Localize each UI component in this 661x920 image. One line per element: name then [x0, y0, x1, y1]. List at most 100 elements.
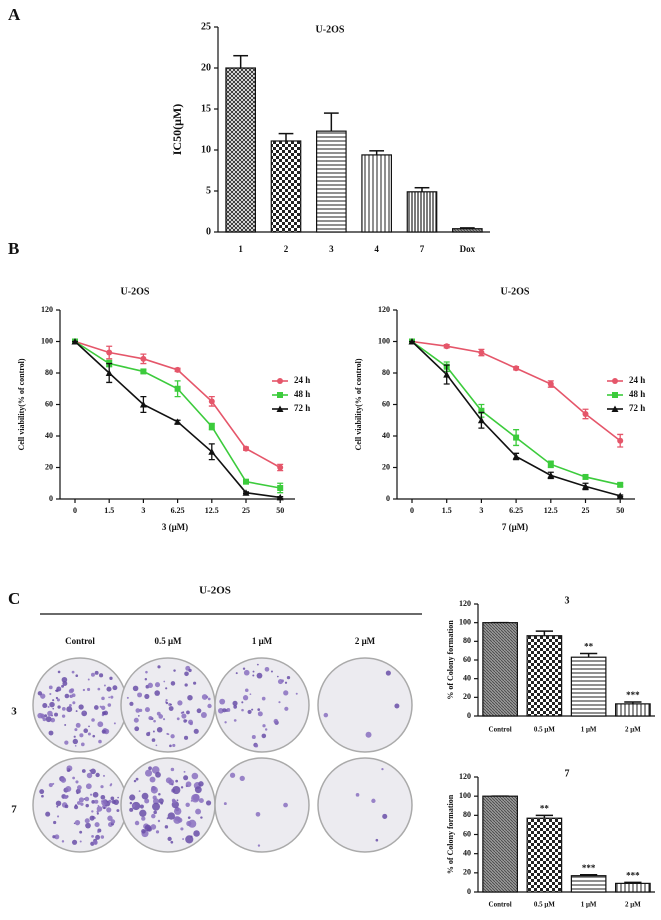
colony: [129, 801, 133, 805]
colony: [96, 812, 99, 815]
x-tick-label: 12.5: [205, 506, 219, 515]
x-tick-label: 1 μM: [581, 901, 597, 909]
colony: [96, 806, 103, 812]
colony: [107, 815, 113, 821]
colony: [394, 703, 400, 709]
chart-title: U-2OS: [121, 286, 150, 297]
point: [547, 471, 555, 479]
colony: [176, 717, 180, 721]
colony: [264, 666, 270, 672]
colony: [167, 812, 176, 820]
colony: [150, 786, 158, 794]
colony: [153, 810, 157, 815]
y-tick-label: 10: [201, 144, 211, 155]
point: [408, 338, 416, 345]
colony: [170, 782, 173, 785]
point: [277, 464, 284, 471]
y-tick-label: 15: [201, 103, 211, 114]
colony: [74, 745, 77, 747]
x-tick-label: 50: [276, 506, 284, 515]
colony: [90, 768, 96, 775]
colony: [81, 769, 86, 773]
colony: [90, 793, 93, 796]
colony: [183, 735, 189, 740]
colony: [148, 715, 153, 721]
colony: [91, 835, 94, 838]
colony: [163, 680, 166, 683]
colony: [144, 693, 150, 699]
colony: [116, 809, 120, 813]
colony: [170, 681, 176, 686]
bar: [615, 703, 651, 717]
colony: [251, 735, 256, 740]
colony: [50, 717, 56, 723]
colony: [170, 840, 174, 844]
colony: [72, 701, 76, 705]
colony: [84, 796, 90, 802]
bar: [570, 875, 607, 893]
colony: [131, 803, 136, 808]
x-tick-label: Control: [489, 901, 512, 909]
colony: [155, 771, 161, 778]
colony: [151, 738, 156, 742]
colony: [278, 701, 281, 704]
colony: [129, 807, 134, 812]
x-tick-label: 0.5 μM: [534, 726, 555, 734]
colony: [193, 728, 199, 734]
colony: [185, 781, 192, 788]
colony: [196, 708, 202, 714]
colony: [79, 840, 82, 843]
colony: [184, 671, 189, 677]
colony: [155, 744, 158, 747]
point: [612, 392, 618, 398]
colony: [75, 780, 79, 784]
colony: [75, 710, 78, 713]
colony: [49, 692, 52, 696]
colony: [176, 799, 179, 802]
legend-label: 72 h: [629, 403, 645, 413]
colony: [249, 693, 252, 696]
x-tick-label: 0.5 μM: [534, 901, 555, 909]
y-tick-label: 60: [45, 399, 53, 408]
row-label: 7: [11, 804, 17, 816]
point: [617, 481, 624, 488]
colony: [87, 678, 90, 681]
colony: [145, 670, 148, 674]
colony: [82, 688, 86, 692]
colony: [131, 801, 141, 811]
colony: [150, 824, 157, 830]
y-tick-label: 20: [45, 462, 53, 471]
point: [477, 416, 485, 424]
colony: [219, 698, 226, 705]
colony: [71, 670, 75, 674]
colony: [91, 810, 94, 813]
colony: [193, 681, 197, 685]
significance: ***: [582, 863, 596, 873]
colony: [158, 798, 164, 804]
colony: [165, 777, 172, 784]
x-tick-label: 3: [479, 506, 483, 515]
x-tick-label: 3: [329, 244, 334, 254]
colony: [169, 703, 172, 706]
colony: [167, 733, 170, 736]
y-tick-label: 0: [467, 887, 471, 896]
point: [174, 366, 181, 373]
panel-label: B: [8, 239, 19, 258]
colony: [78, 797, 84, 803]
colony: [64, 693, 70, 699]
colony: [97, 830, 100, 833]
colony: [106, 686, 112, 692]
bar: [615, 882, 651, 893]
y-tick-label: 80: [463, 810, 471, 819]
colony: [134, 726, 140, 732]
colony: [242, 695, 249, 701]
point: [243, 478, 249, 485]
x-tick-label: 1.5: [104, 506, 114, 515]
colony: [207, 703, 212, 709]
colony: [100, 835, 105, 839]
colony: [93, 705, 99, 710]
colony: [195, 808, 202, 815]
colony: [102, 711, 106, 715]
y-tick-label: 40: [463, 848, 471, 857]
series-line: [411, 340, 621, 486]
